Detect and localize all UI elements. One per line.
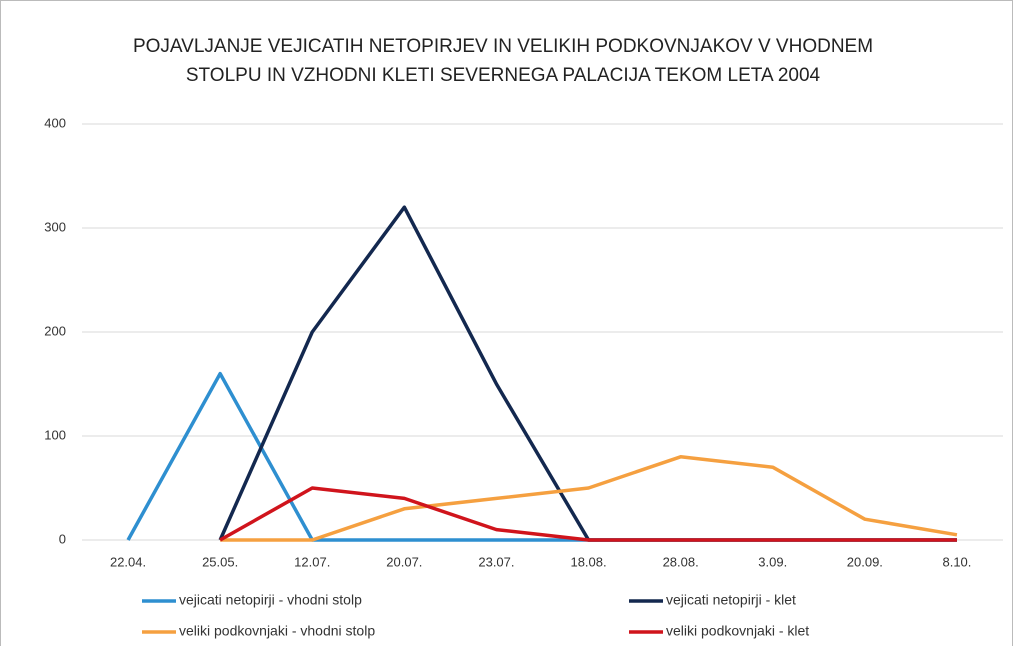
y-tick-label: 0 — [59, 531, 66, 546]
y-tick-label: 200 — [44, 323, 66, 338]
series-line — [220, 455, 958, 542]
x-tick-label: 18.08. — [570, 554, 606, 569]
legend-label: veliki podkovnjaki - vhodni stolp — [179, 623, 375, 639]
y-tick-label: 300 — [44, 219, 66, 234]
y-tick-label: 400 — [44, 115, 66, 130]
x-tick-label: 20.09. — [847, 554, 883, 569]
x-tick-label: 8.10. — [942, 554, 971, 569]
x-tick-label: 22.04. — [110, 554, 146, 569]
x-tick-label: 20.07. — [386, 554, 422, 569]
y-tick-label: 100 — [44, 427, 66, 442]
chart-title: POJAVLJANJE VEJICATIH NETOPIRJEV IN VELI… — [133, 36, 873, 57]
legend-label: veliki podkovnjaki - klet — [666, 623, 809, 639]
chart-title: STOLPU IN VZHODNI KLETI SEVERNEGA PALACI… — [186, 65, 821, 86]
x-tick-label: 12.07. — [294, 554, 330, 569]
x-tick-label: 3.09. — [758, 554, 787, 569]
x-tick-label: 23.07. — [478, 554, 514, 569]
x-tick-label: 28.08. — [663, 554, 699, 569]
series-line — [219, 486, 957, 542]
legend-label: vejicati netopirji - klet — [666, 592, 796, 608]
legend-label: vejicati netopirji - vhodni stolp — [179, 592, 362, 608]
x-tick-label: 25.05. — [202, 554, 238, 569]
